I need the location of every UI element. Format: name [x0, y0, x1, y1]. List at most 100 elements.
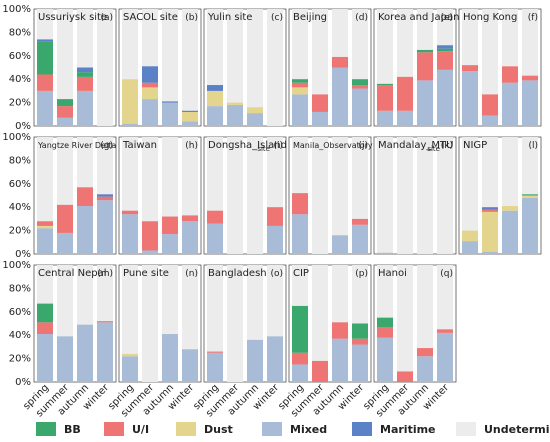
- panel-subtitle: site: [427, 145, 440, 153]
- panel-tag: (l): [528, 141, 538, 151]
- bar-segment-dust: [482, 211, 498, 252]
- bar-segment-ui: [352, 85, 368, 89]
- legend-swatch: [104, 422, 124, 436]
- bar-segment-bb: [292, 305, 308, 353]
- bar-undetermined: [462, 137, 478, 254]
- bar-segment-mixed: [377, 110, 393, 126]
- bar-segment-mixed: [207, 106, 223, 126]
- bar-segment-mixed: [312, 111, 328, 126]
- bar-segment-mixed: [162, 334, 178, 382]
- bar-undetermined: [122, 265, 138, 382]
- bar-undetermined: [247, 137, 263, 254]
- panel-b: SACOL site (b): [118, 8, 202, 127]
- bar-segment-bb: [57, 99, 73, 107]
- bar-segment-mixed: [522, 197, 538, 254]
- bar-segment-ui: [397, 76, 413, 111]
- bar-undetermined: [437, 137, 453, 254]
- y-tick-label: 0%: [15, 377, 31, 388]
- bar-segment-mixed: [332, 67, 348, 126]
- panel-title: Hong Kong: [463, 12, 517, 23]
- bar-segment-ui: [352, 338, 368, 345]
- panel-title: CIP: [293, 268, 309, 279]
- panel-f: Hong Kong (f): [458, 8, 542, 127]
- bar-segment-mixed: [332, 235, 348, 254]
- bar-segment-mixed: [37, 334, 53, 382]
- panel-e: Korea and Japan(e): [373, 8, 459, 127]
- bar-segment-ui: [37, 74, 53, 91]
- legend-item-ui: U/I: [104, 422, 149, 436]
- legend-label: BB: [64, 423, 81, 436]
- bar-segment-ui: [522, 75, 538, 81]
- bar-segment-mixed: [462, 71, 478, 126]
- bar-segment-mixed: [57, 117, 73, 126]
- bar-segment-ui: [267, 207, 283, 226]
- bar-segment-ui: [97, 321, 113, 323]
- panel-d: Beijing (d): [288, 8, 372, 127]
- panel-title: SACOL site: [123, 12, 178, 23]
- y-tick-label: 60%: [9, 179, 31, 190]
- bar-segment-ui: [312, 94, 328, 112]
- bar-segment-ui: [57, 106, 73, 118]
- bar-segment-ui: [502, 66, 518, 83]
- bar-segment-dust: [462, 230, 478, 242]
- bar-undetermined: [57, 9, 73, 126]
- legend-swatch: [262, 422, 282, 436]
- bar-segment-ui: [57, 204, 73, 233]
- bar-segment-bb: [292, 79, 308, 83]
- legend-item-mixed: Mixed: [262, 422, 327, 436]
- bar-segment-maritime: [182, 110, 198, 112]
- legend-item-bb: BB: [36, 422, 81, 436]
- panel-tag: (e): [440, 13, 453, 23]
- bar-segment-mixed: [482, 251, 498, 254]
- bar-undetermined: [332, 137, 348, 254]
- legend-item-maritime: Maritime: [352, 422, 436, 436]
- panel-tag: (n): [185, 269, 198, 279]
- legend-label: Undetermined: [484, 423, 550, 436]
- panel-g: Yangtze River Delta(g): [33, 136, 117, 255]
- bar-segment-dust: [37, 225, 53, 229]
- bar-segment-ui: [462, 65, 478, 72]
- bar-undetermined: [377, 137, 393, 254]
- legend-swatch: [176, 422, 196, 436]
- bar-segment-mixed: [397, 110, 413, 126]
- panel-h: Taiwan (h): [118, 136, 202, 255]
- panel-tag: (p): [355, 269, 368, 279]
- bar-segment-ui: [377, 327, 393, 338]
- bar-segment-ui: [97, 196, 113, 201]
- bar-segment-ui: [437, 329, 453, 333]
- y-tick-label: 80%: [9, 155, 31, 166]
- bar-segment-ui: [142, 82, 158, 88]
- bar-segment-ui: [292, 352, 308, 365]
- bar-undetermined: [227, 265, 243, 382]
- bar-segment-ui: [122, 210, 138, 215]
- bar-segment-mixed: [417, 80, 433, 126]
- bar-segment-mixed: [437, 332, 453, 382]
- panel-tag: (j): [358, 141, 368, 151]
- bar-undetermined: [247, 9, 263, 126]
- panel-tag: (d): [355, 13, 368, 23]
- panel-tag: (g): [100, 141, 113, 151]
- panel-tag: (o): [270, 269, 283, 279]
- bar-segment-dust: [247, 107, 263, 114]
- panel-subtitle: site: [257, 145, 270, 153]
- y-tick-label: 20%: [9, 98, 31, 109]
- bar-segment-mixed: [352, 344, 368, 382]
- bar-segment-bb: [437, 48, 453, 52]
- legend-label: Maritime: [380, 423, 436, 436]
- bar-segment-mixed: [122, 356, 138, 382]
- bar-undetermined: [417, 137, 433, 254]
- legend-label: U/I: [132, 423, 149, 436]
- bar-undetermined: [142, 265, 158, 382]
- bar-segment-maritime: [162, 101, 178, 103]
- bar-segment-maritime: [77, 67, 93, 73]
- y-tick-label: 60%: [9, 51, 31, 62]
- bar-segment-ui: [437, 51, 453, 70]
- bar-segment-maritime: [37, 39, 53, 42]
- panel-j: Manila_Observatory site(j): [288, 136, 390, 255]
- panel-title: Mandalay_MTU: [378, 140, 453, 151]
- y-tick-label: 20%: [9, 354, 31, 365]
